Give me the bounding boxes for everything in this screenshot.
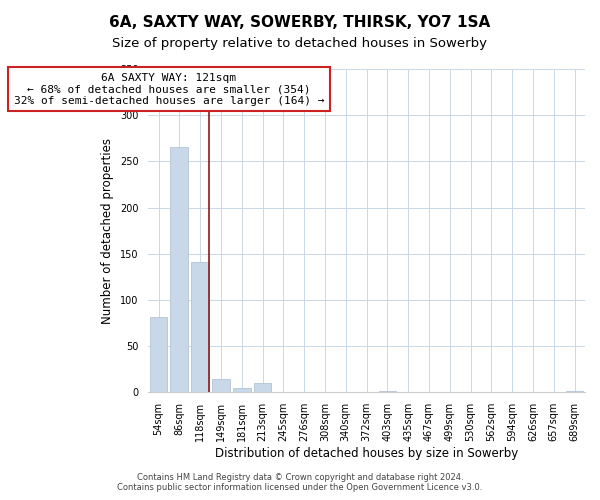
Bar xyxy=(191,262,209,392)
Bar xyxy=(212,380,230,392)
Y-axis label: Number of detached properties: Number of detached properties xyxy=(101,138,114,324)
Bar xyxy=(233,388,251,392)
Text: Contains HM Land Registry data © Crown copyright and database right 2024.
Contai: Contains HM Land Registry data © Crown c… xyxy=(118,473,482,492)
Text: 6A SAXTY WAY: 121sqm
← 68% of detached houses are smaller (354)
32% of semi-deta: 6A SAXTY WAY: 121sqm ← 68% of detached h… xyxy=(14,72,324,106)
Text: 6A, SAXTY WAY, SOWERBY, THIRSK, YO7 1SA: 6A, SAXTY WAY, SOWERBY, THIRSK, YO7 1SA xyxy=(109,15,491,30)
X-axis label: Distribution of detached houses by size in Sowerby: Distribution of detached houses by size … xyxy=(215,447,518,460)
Bar xyxy=(149,316,167,392)
Bar xyxy=(170,146,188,392)
Text: Size of property relative to detached houses in Sowerby: Size of property relative to detached ho… xyxy=(113,38,487,51)
Bar xyxy=(254,383,271,392)
